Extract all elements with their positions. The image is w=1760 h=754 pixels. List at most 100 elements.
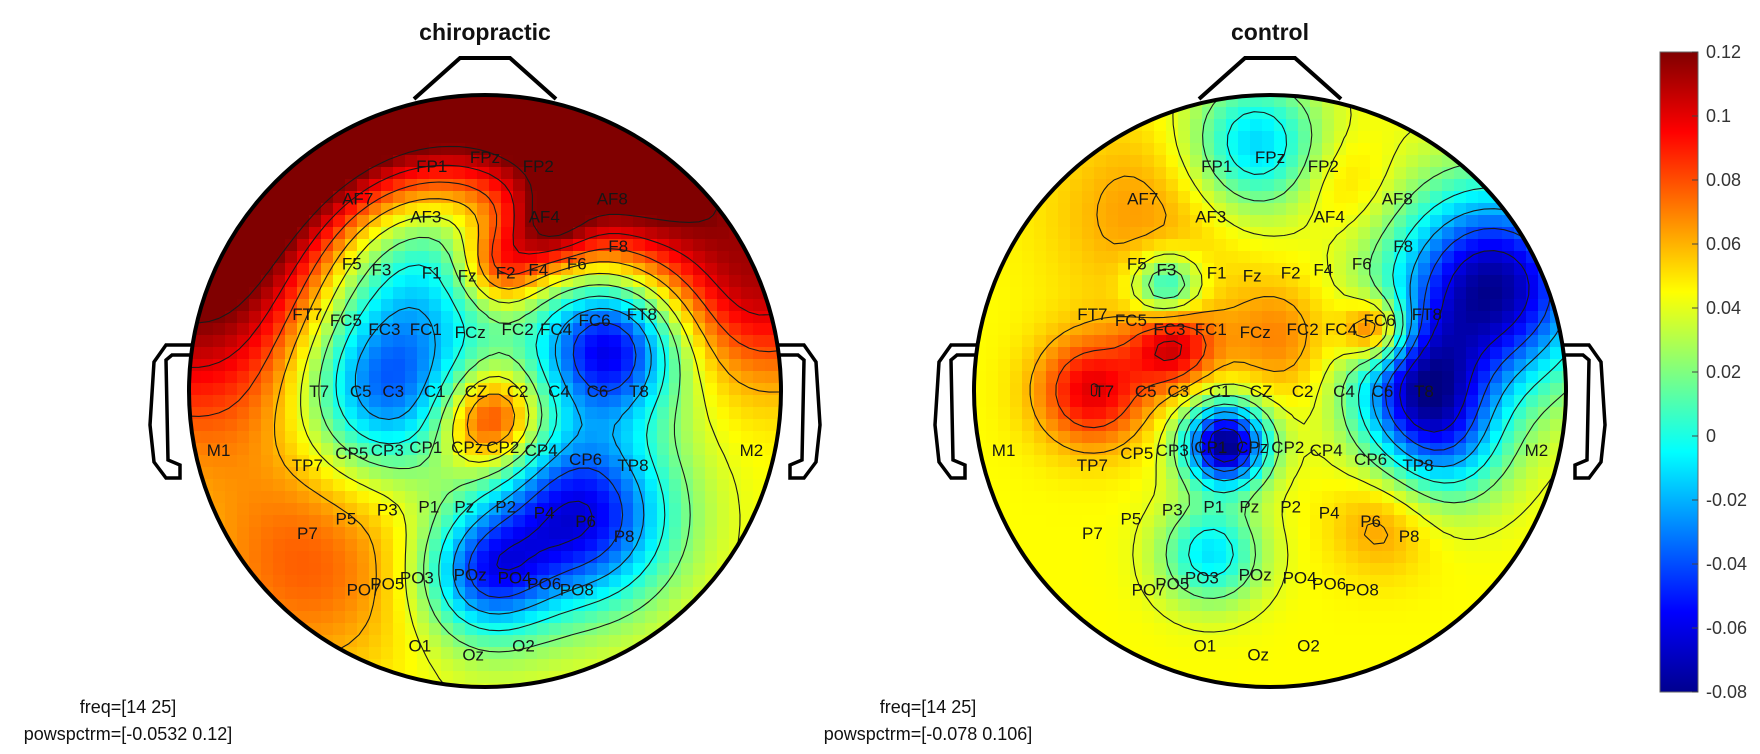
heat-cell [1346,407,1359,420]
heat-cell [453,659,466,672]
heat-cell [1346,563,1359,576]
heat-cell [537,179,550,192]
heat-cell [645,203,658,216]
heat-cell [369,407,382,420]
heat-cell [974,395,987,408]
heat-cell [297,263,310,276]
heat-cell [1166,467,1179,480]
heat-cell [1094,503,1107,516]
heat-cell [717,227,730,240]
heat-cell [1022,431,1035,444]
heat-cell [1334,371,1347,384]
heat-cell [1118,575,1131,588]
heat-cell [513,623,526,636]
heat-cell [357,239,370,252]
heat-cell [1310,167,1323,180]
heat-cell [405,359,418,372]
heat-cell [573,419,586,432]
heat-cell [405,515,418,528]
heat-cell [477,299,490,312]
heat-cell [513,131,526,144]
electrode-label: FP2 [1308,157,1339,176]
heat-cell [1250,551,1263,564]
heat-cell [465,491,478,504]
heat-cell [717,491,730,504]
heat-cell [597,347,610,360]
heat-cell [1094,287,1107,300]
heat-cell [1226,179,1239,192]
heat-cell [477,635,490,648]
heat-cell [237,335,250,348]
heat-cell [621,491,634,504]
heat-cell [573,515,586,528]
heat-cell [405,239,418,252]
heat-cell [525,203,538,216]
heat-cell [201,347,214,360]
heat-cell [465,563,478,576]
heat-cell [1202,323,1215,336]
heat-cell [1178,527,1191,540]
heat-cell [1046,359,1059,372]
heat-cell [1370,491,1383,504]
heat-cell [1286,623,1299,636]
heat-cell [657,191,670,204]
heat-cell [1238,131,1251,144]
heat-cell [417,503,430,516]
heat-cell [1454,203,1467,216]
heat-cell [1106,575,1119,588]
heat-cell [345,611,358,624]
heat-cell [405,527,418,540]
heat-cell [1106,419,1119,432]
heat-cell [1106,251,1119,264]
heat-cell [441,167,454,180]
heat-cell [597,467,610,480]
heat-cell [1070,215,1083,228]
heat-cell [986,359,999,372]
heat-cell [1202,431,1215,444]
heat-cell [1154,395,1167,408]
heat-cell [609,623,622,636]
heat-cell [1298,635,1311,648]
heat-cell [693,167,706,180]
heat-cell [1214,527,1227,540]
heat-cell [1190,239,1203,252]
heat-cell [417,167,430,180]
heat-cell [1310,491,1323,504]
heat-cell [273,227,286,240]
heat-cell [1466,443,1479,456]
heat-cell [357,563,370,576]
heat-cell [381,431,394,444]
heat-cell [1142,515,1155,528]
heat-cell [1034,179,1047,192]
heat-cell [501,443,514,456]
heat-cell [405,107,418,120]
heat-cell [633,503,646,516]
heat-cell [1442,239,1455,252]
heat-cell [1418,539,1431,552]
heat-cell [1418,515,1431,528]
heat-cell [333,395,346,408]
electrode-label: F1 [1207,264,1227,283]
colorbar: 0.120.10.080.060.040.020-0.02-0.04-0.06-… [1659,42,1747,702]
heat-cell [309,527,322,540]
heat-cell [729,431,742,444]
heat-cell [381,239,394,252]
heat-cell [1058,155,1071,168]
heat-cell [321,359,334,372]
heat-cell [1274,371,1287,384]
heat-cell [1190,623,1203,636]
heat-cell [1550,407,1563,420]
heat-cell [381,419,394,432]
heat-cell [357,143,370,156]
heat-cell [249,215,262,228]
heat-cell [369,419,382,432]
heat-cell [621,323,634,336]
heat-cell [1130,251,1143,264]
heat-cell [1262,623,1275,636]
heat-cell [1226,239,1239,252]
heat-cell [1562,443,1566,456]
heat-cell [1250,479,1263,492]
heat-cell [1238,371,1251,384]
heat-cell [429,155,442,168]
heat-cell [225,275,238,288]
